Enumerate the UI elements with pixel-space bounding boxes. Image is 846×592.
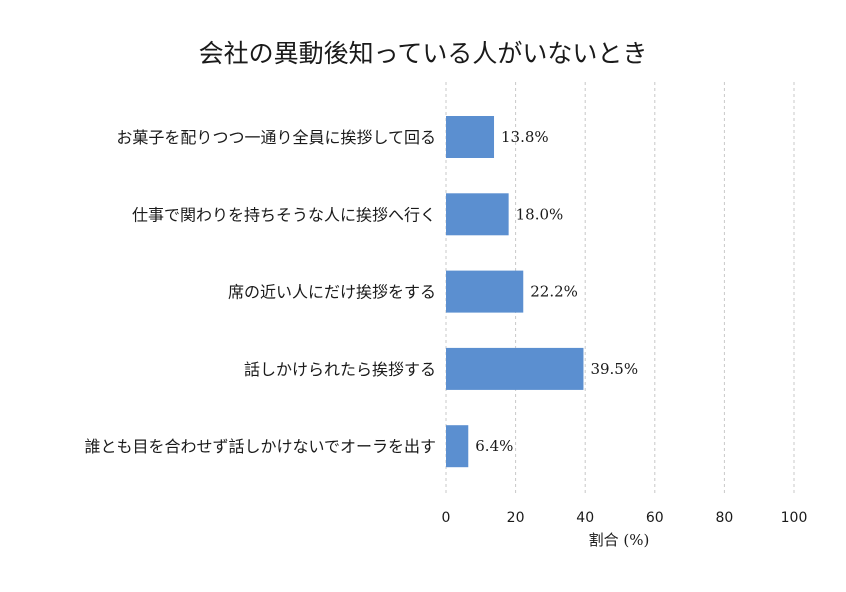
x-tick-label: 80 — [715, 510, 733, 526]
x-tick-label: 40 — [576, 510, 594, 526]
category-label: 誰とも目を合わせず話しかけないでオーラを出す — [84, 437, 436, 456]
category-label: 席の近い人にだけ挨拶をする — [228, 283, 436, 302]
x-tick-label: 100 — [781, 510, 808, 526]
bar-layer — [446, 116, 584, 468]
value-label: 13.8% — [501, 128, 549, 146]
category-label: お菓子を配りつつ一通り全員に挨拶して回る — [116, 128, 436, 147]
category-label: 話しかけられたら挨拶する — [244, 360, 436, 379]
x-tick-label: 60 — [646, 510, 664, 526]
value-label: 22.2% — [530, 283, 578, 301]
bar — [446, 425, 469, 468]
bar — [446, 193, 509, 236]
value-label-layer: 13.8% 18.0% 22.2% 39.5% 6.4% — [475, 128, 638, 455]
x-axis-label: 割合 (%) — [589, 531, 650, 549]
bar — [446, 116, 495, 158]
bar — [446, 347, 584, 390]
x-tick-layer: 0 20 40 60 80 100 — [442, 510, 808, 526]
bar — [446, 270, 524, 313]
category-label: 仕事で関わりを持ちそうな人に挨拶へ行く — [132, 205, 436, 224]
x-tick-label: 20 — [507, 510, 525, 526]
value-label: 39.5% — [590, 360, 638, 378]
value-label: 18.0% — [516, 205, 564, 223]
category-label-layer: お菓子を配りつつ一通り全員に挨拶して回る仕事で関わりを持ちそうな人に挨拶へ行く席… — [84, 128, 436, 456]
x-tick-label: 0 — [442, 510, 451, 526]
chart-title: 会社の異動後知っている人がいないとき — [199, 39, 648, 68]
value-label: 6.4% — [475, 437, 513, 455]
